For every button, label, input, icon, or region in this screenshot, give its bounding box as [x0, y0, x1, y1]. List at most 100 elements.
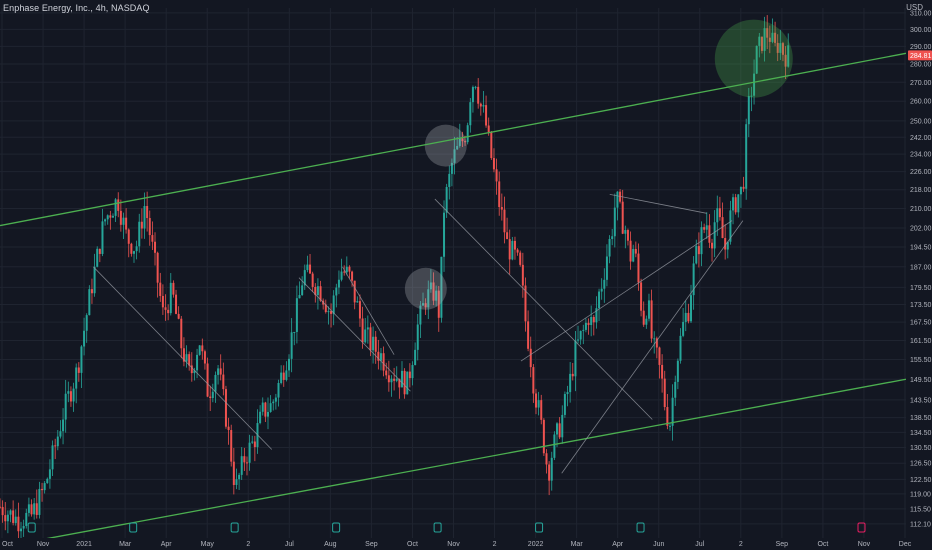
channel-line[interactable]: [0, 378, 907, 548]
trend-line[interactable]: [93, 266, 273, 450]
trend-line[interactable]: [434, 198, 653, 420]
candle-body: [671, 397, 674, 426]
candle-body: [527, 321, 530, 349]
candle-body: [724, 238, 727, 250]
candle-body: [529, 348, 532, 368]
candle-body: [537, 400, 540, 408]
candle-body: [369, 327, 372, 351]
candle-body: [676, 360, 679, 382]
candle-body: [306, 264, 309, 271]
candle-body: [750, 95, 753, 97]
upcoming-earnings-icon[interactable]: [857, 522, 866, 533]
candle-body: [495, 169, 498, 182]
candle-body: [356, 301, 359, 303]
candle-body: [429, 282, 432, 290]
y-tick-label: 138.50: [910, 415, 932, 422]
candle-body: [324, 304, 327, 313]
earnings-icon[interactable]: [535, 522, 544, 533]
x-tick-label: Sep: [365, 541, 378, 548]
candle-body: [705, 225, 708, 230]
candle-body: [98, 248, 101, 254]
candle-body: [80, 346, 83, 373]
y-tick-label: 250.00: [910, 118, 932, 125]
candle-body: [634, 248, 637, 254]
candle-body: [477, 86, 480, 104]
trend-line[interactable]: [342, 266, 395, 355]
candle-body: [138, 221, 141, 247]
candle-body: [293, 331, 296, 333]
y-tick-label: 260.00: [910, 99, 932, 106]
candle-body: [303, 270, 306, 286]
candle-body: [43, 483, 46, 491]
candle-body: [172, 282, 175, 295]
x-tick-label: Aug: [324, 541, 337, 548]
candle-body: [51, 445, 54, 470]
y-tick-label: 173.50: [910, 302, 932, 309]
x-tick-label: Dec: [899, 541, 912, 548]
candle-body: [435, 290, 438, 301]
candle-body: [301, 285, 304, 296]
candle-body: [85, 315, 88, 331]
y-tick-label: 130.50: [910, 445, 932, 452]
earnings-icon[interactable]: [433, 522, 442, 533]
candle-body: [540, 400, 543, 420]
chart-title: Enphase Energy, Inc., 4h, NASDAQ: [3, 3, 150, 13]
candle-body: [182, 348, 185, 362]
candle-body: [17, 516, 20, 532]
candle-body: [64, 393, 67, 420]
candle-body: [259, 411, 262, 424]
candle-body: [663, 378, 666, 408]
candle-body: [209, 396, 212, 399]
candle-body: [167, 309, 170, 314]
trend-line[interactable]: [609, 193, 707, 214]
price-axis[interactable]: [906, 0, 932, 550]
candle-body: [101, 221, 104, 254]
candle-body: [201, 345, 204, 352]
candle-body: [69, 391, 72, 402]
candle-body: [372, 336, 375, 351]
candle-body: [695, 246, 698, 264]
candle-body: [503, 209, 506, 233]
y-tick-label: 122.50: [910, 477, 932, 484]
candle-body: [574, 340, 577, 377]
candle-body: [787, 45, 790, 67]
candle-body: [1, 506, 4, 516]
candle-body: [571, 373, 574, 377]
candle-body: [485, 105, 488, 126]
candle-body: [148, 218, 151, 236]
candle-body: [77, 367, 80, 373]
y-tick-label: 143.50: [910, 397, 932, 404]
candle-body: [577, 339, 580, 341]
y-tick-label: 134.50: [910, 430, 932, 437]
earnings-icon[interactable]: [27, 522, 36, 533]
candle-body: [561, 414, 564, 438]
candle-body: [716, 208, 719, 223]
candle-body: [332, 295, 335, 314]
x-tick-label: Oct: [2, 541, 13, 548]
candle-body: [668, 425, 671, 427]
candle-body: [461, 138, 464, 142]
candle-body: [351, 271, 354, 281]
earnings-icon[interactable]: [636, 522, 645, 533]
candle-body: [506, 232, 509, 240]
candle-body: [448, 173, 451, 188]
earnings-icon[interactable]: [230, 522, 239, 533]
earnings-icon[interactable]: [129, 522, 138, 533]
candle-body: [288, 358, 291, 371]
time-axis[interactable]: [0, 538, 932, 550]
trend-line[interactable]: [561, 220, 744, 474]
candle-body: [83, 330, 86, 347]
y-tick-label: 115.50: [910, 506, 931, 513]
candle-body: [605, 256, 608, 280]
candle-body: [127, 229, 130, 244]
channel-line[interactable]: [0, 52, 907, 227]
trend-line[interactable]: [520, 220, 733, 362]
candle-body: [666, 407, 669, 426]
x-tick-label: Apr: [161, 541, 173, 548]
candle-body: [766, 28, 769, 38]
candle-body: [781, 43, 784, 55]
candle-body: [734, 197, 737, 213]
trend-line[interactable]: [298, 277, 411, 392]
earnings-icon[interactable]: [332, 522, 341, 533]
